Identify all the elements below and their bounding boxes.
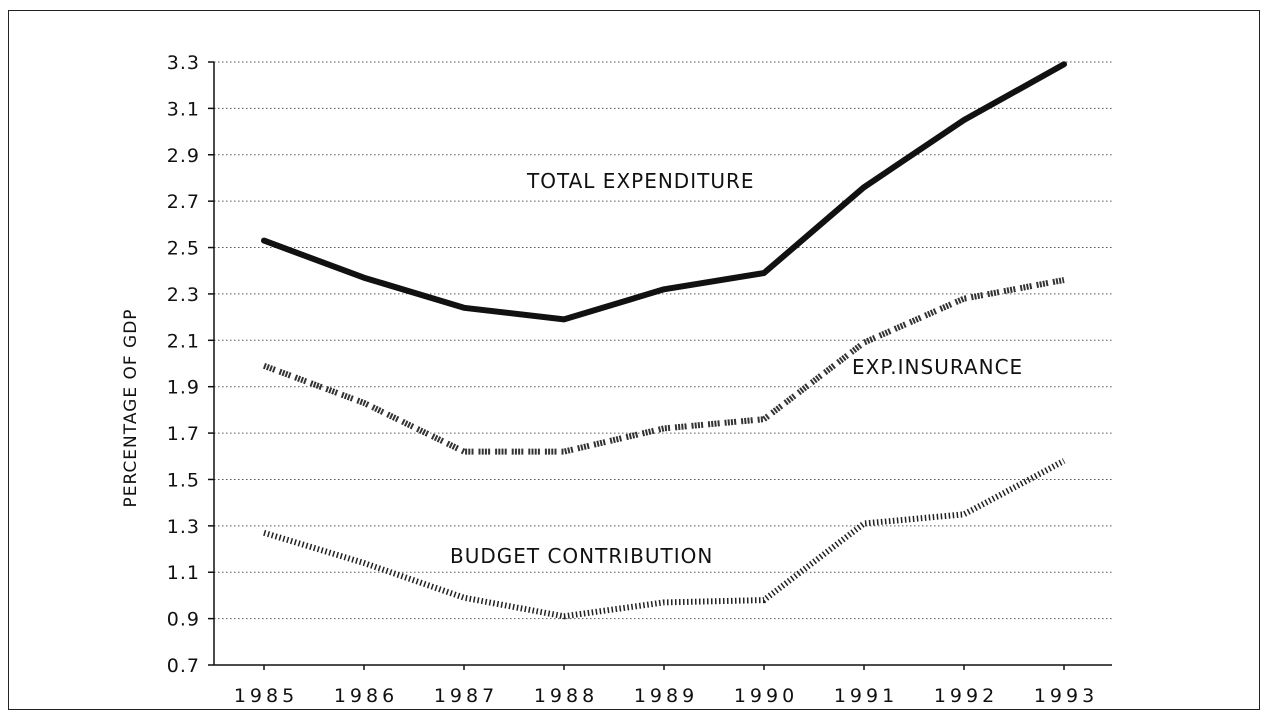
- y-tick-label: 2.1: [167, 330, 200, 352]
- y-tick-label: 1.9: [167, 377, 200, 399]
- chart-frame: [8, 10, 1260, 710]
- x-tick-labels: 1985 1986 1987 1988 1989 1990 1991 1992 1993: [234, 685, 1098, 707]
- y-tick-label: 0.9: [167, 609, 200, 631]
- y-tick-label: 1.3: [167, 516, 200, 538]
- y-tick-labels: 0.7 0.9 1.1 1.3 1.5 1.7 1.9 2.1 2.3 2.5 2.7 2.9 3.1 3…: [167, 52, 200, 677]
- series-lines: [261, 61, 1067, 620]
- x-tick-label: 1990: [734, 685, 798, 707]
- x-tick-label: 1988: [534, 685, 598, 707]
- annotation-exp-insurance: EXP.INSURANCE: [852, 355, 1023, 379]
- x-tick-label: 1989: [634, 685, 698, 707]
- y-tick-label: 3.1: [167, 98, 200, 120]
- series-line-exp-insurance: [262, 277, 1065, 455]
- annotation-budget-contribution: BUDGET CONTRIBUTION: [450, 544, 713, 568]
- x-tick-label: 1986: [334, 685, 398, 707]
- y-tick-label: 2.9: [167, 145, 200, 167]
- axes: [208, 61, 1112, 670]
- annotation-total-expenditure: TOTAL EXPENDITURE: [526, 169, 755, 193]
- y-tick-label: 1.7: [167, 423, 200, 445]
- x-tick-label: 1985: [234, 685, 298, 707]
- x-tick-label: 1987: [434, 685, 498, 707]
- series-line-budget-contribution: [263, 458, 1066, 620]
- x-tick-label: 1993: [1034, 685, 1098, 707]
- gridlines: [214, 61, 1112, 666]
- y-tick-label: 0.7: [167, 655, 200, 677]
- y-tick-label: 1.5: [167, 469, 200, 491]
- y-tick-label: 2.3: [167, 284, 200, 306]
- series-line-total-expenditure: [261, 61, 1067, 323]
- y-axis-label: PERCENTAGE OF GDP: [121, 308, 141, 507]
- x-tick-label: 1992: [934, 685, 998, 707]
- y-tick-label: 2.7: [167, 191, 200, 213]
- y-tick-label: 3.3: [167, 52, 200, 74]
- x-tick-label: 1991: [834, 685, 898, 707]
- y-tick-label: 1.1: [167, 562, 200, 584]
- y-tick-label: 2.5: [167, 238, 200, 260]
